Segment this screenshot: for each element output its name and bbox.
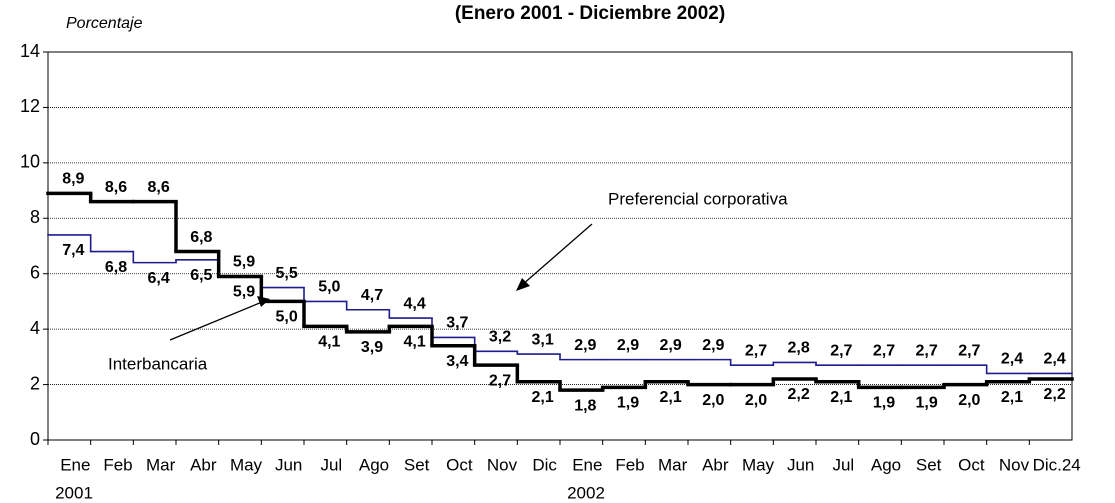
data-label: 2,7 xyxy=(916,342,938,359)
data-label: 2,7 xyxy=(489,372,511,389)
data-label: 2,0 xyxy=(745,392,767,409)
chart-title: (Enero 2001 - Diciembre 2002) xyxy=(455,3,725,24)
data-label: 2,7 xyxy=(745,342,767,359)
x-tick-label: Set xyxy=(916,455,942,474)
y-tick-label: 8 xyxy=(30,207,40,227)
data-label: 2,9 xyxy=(617,337,639,354)
x-tick-label: Feb xyxy=(615,455,644,474)
data-label: 2,0 xyxy=(702,392,724,409)
data-label: 6,5 xyxy=(190,267,212,284)
x-tick-label: Set xyxy=(404,455,430,474)
data-label: 7,4 xyxy=(62,242,84,259)
y-tick-label: 12 xyxy=(20,96,40,116)
data-label: 4,7 xyxy=(361,287,383,304)
data-label: 6,4 xyxy=(148,270,170,287)
data-label: 3,4 xyxy=(446,353,468,370)
x-tick-label: Jun xyxy=(787,455,814,474)
data-label: 2,2 xyxy=(1044,386,1066,403)
data-label: 4,1 xyxy=(318,334,340,351)
x-tick-label: Ene xyxy=(572,455,602,474)
data-label: 2,1 xyxy=(660,389,682,406)
x-tick-label: Jul xyxy=(320,455,342,474)
y-tick-label: 14 xyxy=(20,41,40,61)
x-tick-label: Ene xyxy=(60,455,90,474)
data-label: 1,8 xyxy=(574,397,596,414)
data-label: 2,9 xyxy=(574,337,596,354)
annotation-arrows xyxy=(169,223,593,341)
data-label: 2,9 xyxy=(702,337,724,354)
x-tick-label: Mar xyxy=(146,455,176,474)
data-label: 1,9 xyxy=(617,395,639,412)
data-label: 4,4 xyxy=(404,295,426,312)
data-label: 3,7 xyxy=(446,315,468,332)
x-tick-label: Ago xyxy=(359,455,389,474)
data-label: 8,6 xyxy=(105,179,127,196)
data-label: 2,2 xyxy=(788,386,810,403)
arrow-head xyxy=(516,278,530,291)
data-label: 2,7 xyxy=(873,342,895,359)
data-label: 8,6 xyxy=(148,179,170,196)
data-label: 5,0 xyxy=(276,309,298,326)
y-tick-label: 6 xyxy=(30,262,40,282)
data-label: 5,9 xyxy=(233,284,255,301)
data-label: 8,9 xyxy=(62,171,84,188)
year-label: 2002 xyxy=(567,483,605,502)
data-label: 3,2 xyxy=(489,329,511,346)
data-label: 3,1 xyxy=(532,331,554,348)
data-label: 2,0 xyxy=(958,392,980,409)
data-label: 2,1 xyxy=(532,389,554,406)
data-label: 2,9 xyxy=(660,337,682,354)
data-label: 2,7 xyxy=(830,342,852,359)
year-label: 2001 xyxy=(55,483,93,502)
y-axis-label: Porcentaje xyxy=(66,15,143,32)
x-tick-label: Abr xyxy=(190,455,217,474)
data-label: 6,8 xyxy=(190,229,212,246)
annotation: Preferencial corporativa xyxy=(608,189,788,208)
x-tick-label: Mar xyxy=(658,455,688,474)
x-tick-label: Abr xyxy=(702,455,729,474)
x-tick-label: Oct xyxy=(958,455,985,474)
x-tick-label: May xyxy=(742,455,775,474)
data-label: 3,9 xyxy=(361,339,383,356)
x-tick-label: Ago xyxy=(871,455,901,474)
x-tick-label: Dic xyxy=(532,455,557,474)
y-tick-label: 10 xyxy=(20,152,40,172)
data-label: 4,1 xyxy=(404,334,426,351)
data-label: 2,8 xyxy=(788,340,810,357)
data-label: 2,1 xyxy=(830,389,852,406)
x-tick-label: Nov xyxy=(487,455,518,474)
y-tick-label: 4 xyxy=(30,318,40,338)
data-label: 6,8 xyxy=(105,259,127,276)
arrow-line xyxy=(169,301,263,341)
x-tick-label: Dic.24 xyxy=(1033,455,1081,474)
annotation: Interbancaria xyxy=(108,354,208,373)
data-label: 5,0 xyxy=(318,279,340,296)
x-tick-label: Oct xyxy=(446,455,473,474)
data-label: 2,7 xyxy=(958,342,980,359)
data-label: 2,1 xyxy=(1001,389,1023,406)
data-label: 5,9 xyxy=(233,254,255,271)
x-tick-label: May xyxy=(230,455,263,474)
data-label: 1,9 xyxy=(873,395,895,412)
data-label: 1,9 xyxy=(916,395,938,412)
y-tick-label: 0 xyxy=(30,429,40,449)
data-label: 2,4 xyxy=(1001,351,1023,368)
data-label: 5,5 xyxy=(276,265,298,282)
data-label: 2,4 xyxy=(1044,351,1066,368)
x-tick-label: Nov xyxy=(999,455,1030,474)
x-tick-label: Jul xyxy=(832,455,854,474)
x-tick-label: Feb xyxy=(103,455,132,474)
arrow-line xyxy=(521,223,593,286)
x-tick-label: Jun xyxy=(275,455,302,474)
y-tick-label: 2 xyxy=(30,373,40,393)
